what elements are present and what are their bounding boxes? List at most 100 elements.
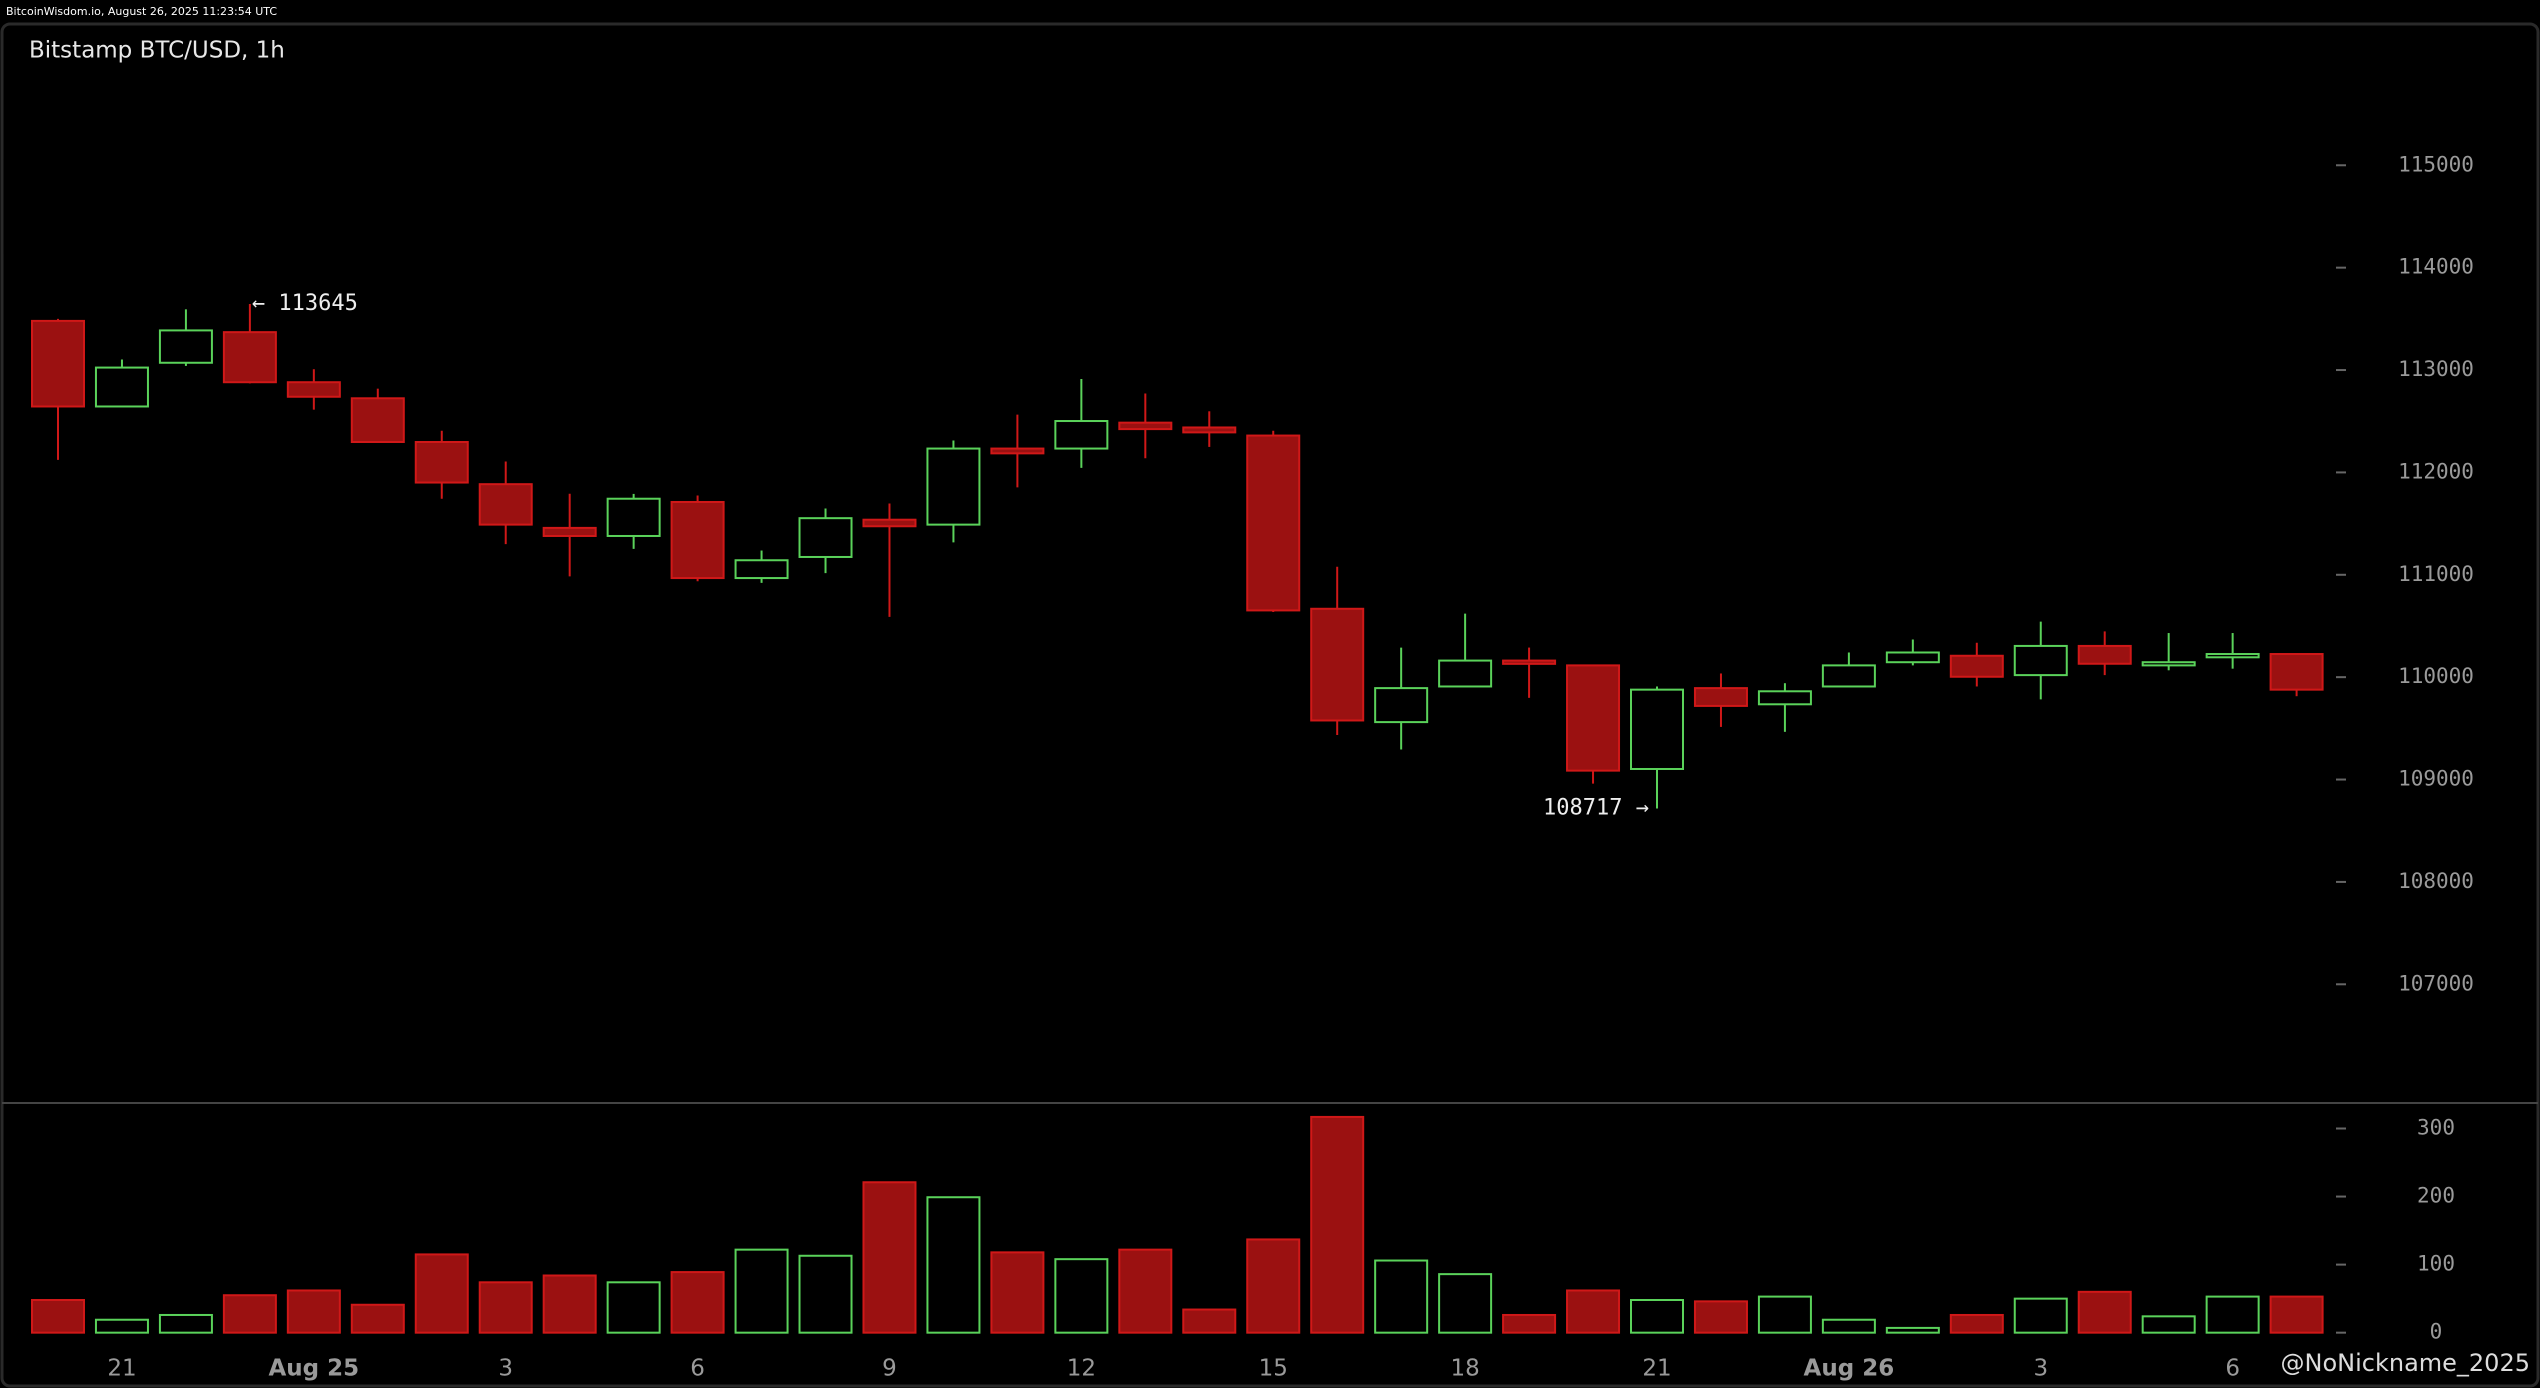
volume-bar xyxy=(1502,1313,1557,1334)
candle-body xyxy=(1054,420,1109,450)
x-tick-label: 18 xyxy=(1450,1356,1479,1382)
volume-bar xyxy=(1118,1248,1173,1334)
candle-body xyxy=(1502,659,1557,665)
candle-body xyxy=(158,329,213,364)
volume-bar xyxy=(1949,1313,2004,1334)
x-tick-label: 9 xyxy=(882,1356,897,1382)
volume-bar xyxy=(1757,1295,1812,1334)
candle-body xyxy=(1949,654,2004,678)
x-tick-label: 15 xyxy=(1259,1356,1288,1382)
chart-frame xyxy=(0,22,2540,1388)
candle-body xyxy=(2269,653,2324,691)
volume-bar xyxy=(734,1248,789,1334)
candle-body xyxy=(1630,688,1684,770)
volume-bar xyxy=(1693,1300,1748,1334)
y-tick-label: 115000 xyxy=(2398,152,2474,176)
volume-bar xyxy=(2269,1295,2324,1334)
candle-body xyxy=(286,381,341,398)
candle-body xyxy=(222,331,277,384)
candle-body xyxy=(1374,687,1429,724)
chart-title: Bitstamp BTC/USD, 1h xyxy=(29,38,285,64)
y-tick-label: 111000 xyxy=(2398,562,2474,586)
candle-body xyxy=(1310,607,1365,722)
y-tick-label: 300 xyxy=(2417,1116,2455,1140)
y-tick-label: 100 xyxy=(2417,1252,2455,1276)
y-tick-label: 108000 xyxy=(2398,869,2474,893)
volume-bar xyxy=(31,1299,85,1334)
volume-bar xyxy=(478,1281,533,1334)
candle-body xyxy=(1821,664,1876,688)
candle-body xyxy=(542,526,597,537)
volume-bar xyxy=(158,1313,213,1334)
volume-bar xyxy=(1821,1318,1876,1334)
volume-bar xyxy=(2013,1297,2068,1334)
volume-bar xyxy=(1054,1258,1109,1334)
volume-bar xyxy=(926,1196,981,1334)
volume-bar xyxy=(350,1303,405,1334)
x-tick-label: 21 xyxy=(1642,1356,1671,1382)
volume-bar xyxy=(1182,1308,1237,1334)
candle-body xyxy=(2141,661,2196,667)
x-tick-label: 21 xyxy=(107,1356,136,1382)
candle-body xyxy=(31,319,85,408)
candle-body xyxy=(2013,644,2068,677)
source-label: BitcoinWisdom.io, August 26, 2025 11:23:… xyxy=(6,5,277,18)
y-tick-label: 110000 xyxy=(2398,664,2474,688)
volume-bar xyxy=(1310,1115,1365,1334)
annotation-low: 108717 → xyxy=(1543,796,1649,821)
candle-body xyxy=(862,518,917,528)
volume-bar xyxy=(1885,1326,1940,1334)
candle-body xyxy=(798,517,853,558)
annotation-high: ← 113645 xyxy=(252,291,358,316)
candle-body xyxy=(2077,644,2132,665)
candle-body xyxy=(1757,690,1812,706)
x-tick-label: 6 xyxy=(690,1356,705,1382)
candle-body xyxy=(1118,421,1173,431)
candle-body xyxy=(1566,664,1621,772)
volume-bar xyxy=(2077,1290,2132,1334)
volume-bar xyxy=(1246,1238,1301,1334)
volume-bar xyxy=(286,1289,341,1334)
candle-body xyxy=(670,500,725,580)
volume-bar xyxy=(798,1254,853,1334)
x-tick-label: Aug 26 xyxy=(1804,1356,1895,1382)
x-tick-label: 6 xyxy=(2225,1356,2240,1382)
volume-bar xyxy=(1566,1289,1621,1334)
volume-bar xyxy=(862,1181,917,1334)
y-tick-label: 107000 xyxy=(2398,971,2474,995)
x-tick-label: 3 xyxy=(498,1356,513,1382)
candle-body xyxy=(606,497,661,537)
y-tick-label: 112000 xyxy=(2398,459,2474,483)
candle-body xyxy=(1885,651,1940,664)
candle-body xyxy=(2205,653,2260,659)
candle-body xyxy=(414,441,469,484)
candle-body xyxy=(94,366,149,408)
candle-body xyxy=(734,559,789,580)
candle-body xyxy=(1246,434,1301,612)
y-tick-label: 200 xyxy=(2417,1184,2455,1208)
volume-bar xyxy=(2205,1295,2260,1334)
candle-body xyxy=(350,397,405,444)
volume-bar xyxy=(2141,1315,2196,1334)
candle-body xyxy=(1438,659,1493,688)
volume-bar xyxy=(606,1281,661,1334)
x-tick-label: Aug 25 xyxy=(269,1356,360,1382)
y-tick-label: 114000 xyxy=(2398,255,2474,279)
candle-body xyxy=(990,447,1045,455)
candle-body xyxy=(926,447,981,526)
watermark: @NoNickname_2025 xyxy=(2281,1349,2531,1377)
y-tick-label: 113000 xyxy=(2398,357,2474,381)
volume-bar xyxy=(414,1253,469,1334)
volume-bar xyxy=(670,1271,725,1334)
candle-body xyxy=(478,483,533,526)
volume-bar xyxy=(990,1251,1045,1334)
candle-body xyxy=(1693,687,1748,707)
candle-body xyxy=(1182,426,1237,434)
x-tick-label: 12 xyxy=(1067,1356,1096,1382)
x-tick-label: 3 xyxy=(2033,1356,2048,1382)
volume-bar xyxy=(542,1274,597,1334)
volume-bar xyxy=(1438,1273,1493,1334)
volume-bar xyxy=(94,1318,149,1334)
